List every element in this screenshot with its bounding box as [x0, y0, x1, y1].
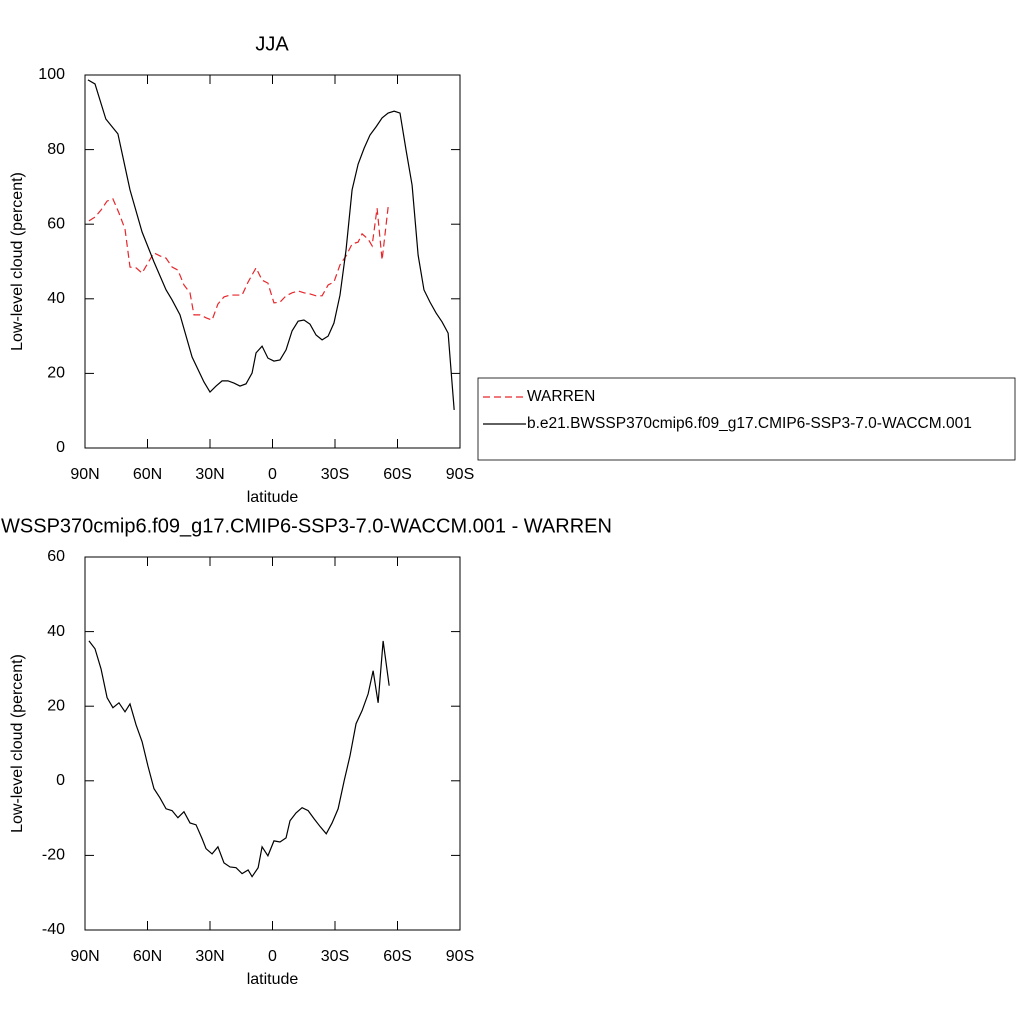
y-tick-label: 20 — [47, 697, 65, 714]
x-tick-label: 60N — [133, 948, 162, 965]
x-tick-label: 90S — [446, 948, 474, 965]
y-tick-label: 60 — [47, 548, 65, 565]
y-tick-label: 20 — [47, 365, 65, 382]
legend-box — [477, 377, 1016, 461]
y-axis-label: Low-level cloud (percent) — [9, 172, 26, 351]
x-tick-label: 90N — [70, 948, 99, 965]
chart-title: b.e21.BWSSP370cmip6.f09_g17.CMIP6-SSP3-7… — [0, 515, 612, 537]
plot-frame — [84, 556, 461, 931]
data-line — [88, 198, 389, 321]
y-tick-label: -20 — [42, 847, 65, 864]
y-tick-label: 0 — [56, 439, 65, 456]
x-tick-label: 30N — [195, 948, 224, 965]
x-tick-label: 0 — [268, 948, 277, 965]
y-tick-label: 100 — [38, 66, 65, 83]
y-tick-label: 0 — [56, 772, 65, 789]
plot-frame — [84, 74, 461, 449]
x-tick-label: 30S — [321, 466, 349, 483]
x-tick-label: 90N — [70, 466, 99, 483]
x-axis-label: latitude — [247, 489, 299, 506]
x-tick-label: 60S — [383, 948, 411, 965]
x-tick-label: 90S — [446, 466, 474, 483]
data-line — [88, 640, 390, 878]
chart-title: JJA — [255, 33, 289, 55]
y-axis-label: Low-level cloud (percent) — [9, 654, 26, 833]
y-tick-label: -40 — [42, 921, 65, 938]
x-tick-label: 0 — [268, 466, 277, 483]
legend-label: WARREN — [527, 388, 595, 405]
x-axis-label: latitude — [247, 971, 299, 988]
x-tick-label: 60S — [383, 466, 411, 483]
x-tick-label: 30S — [321, 948, 349, 965]
y-tick-label: 40 — [47, 623, 65, 640]
data-line — [87, 79, 455, 411]
y-tick-label: 40 — [47, 290, 65, 307]
x-tick-label: 60N — [133, 466, 162, 483]
y-tick-label: 80 — [47, 141, 65, 158]
x-tick-label: 30N — [195, 466, 224, 483]
y-tick-label: 60 — [47, 215, 65, 232]
legend-label: b.e21.BWSSP370cmip6.f09_g17.CMIP6-SSP3-7… — [527, 415, 972, 432]
